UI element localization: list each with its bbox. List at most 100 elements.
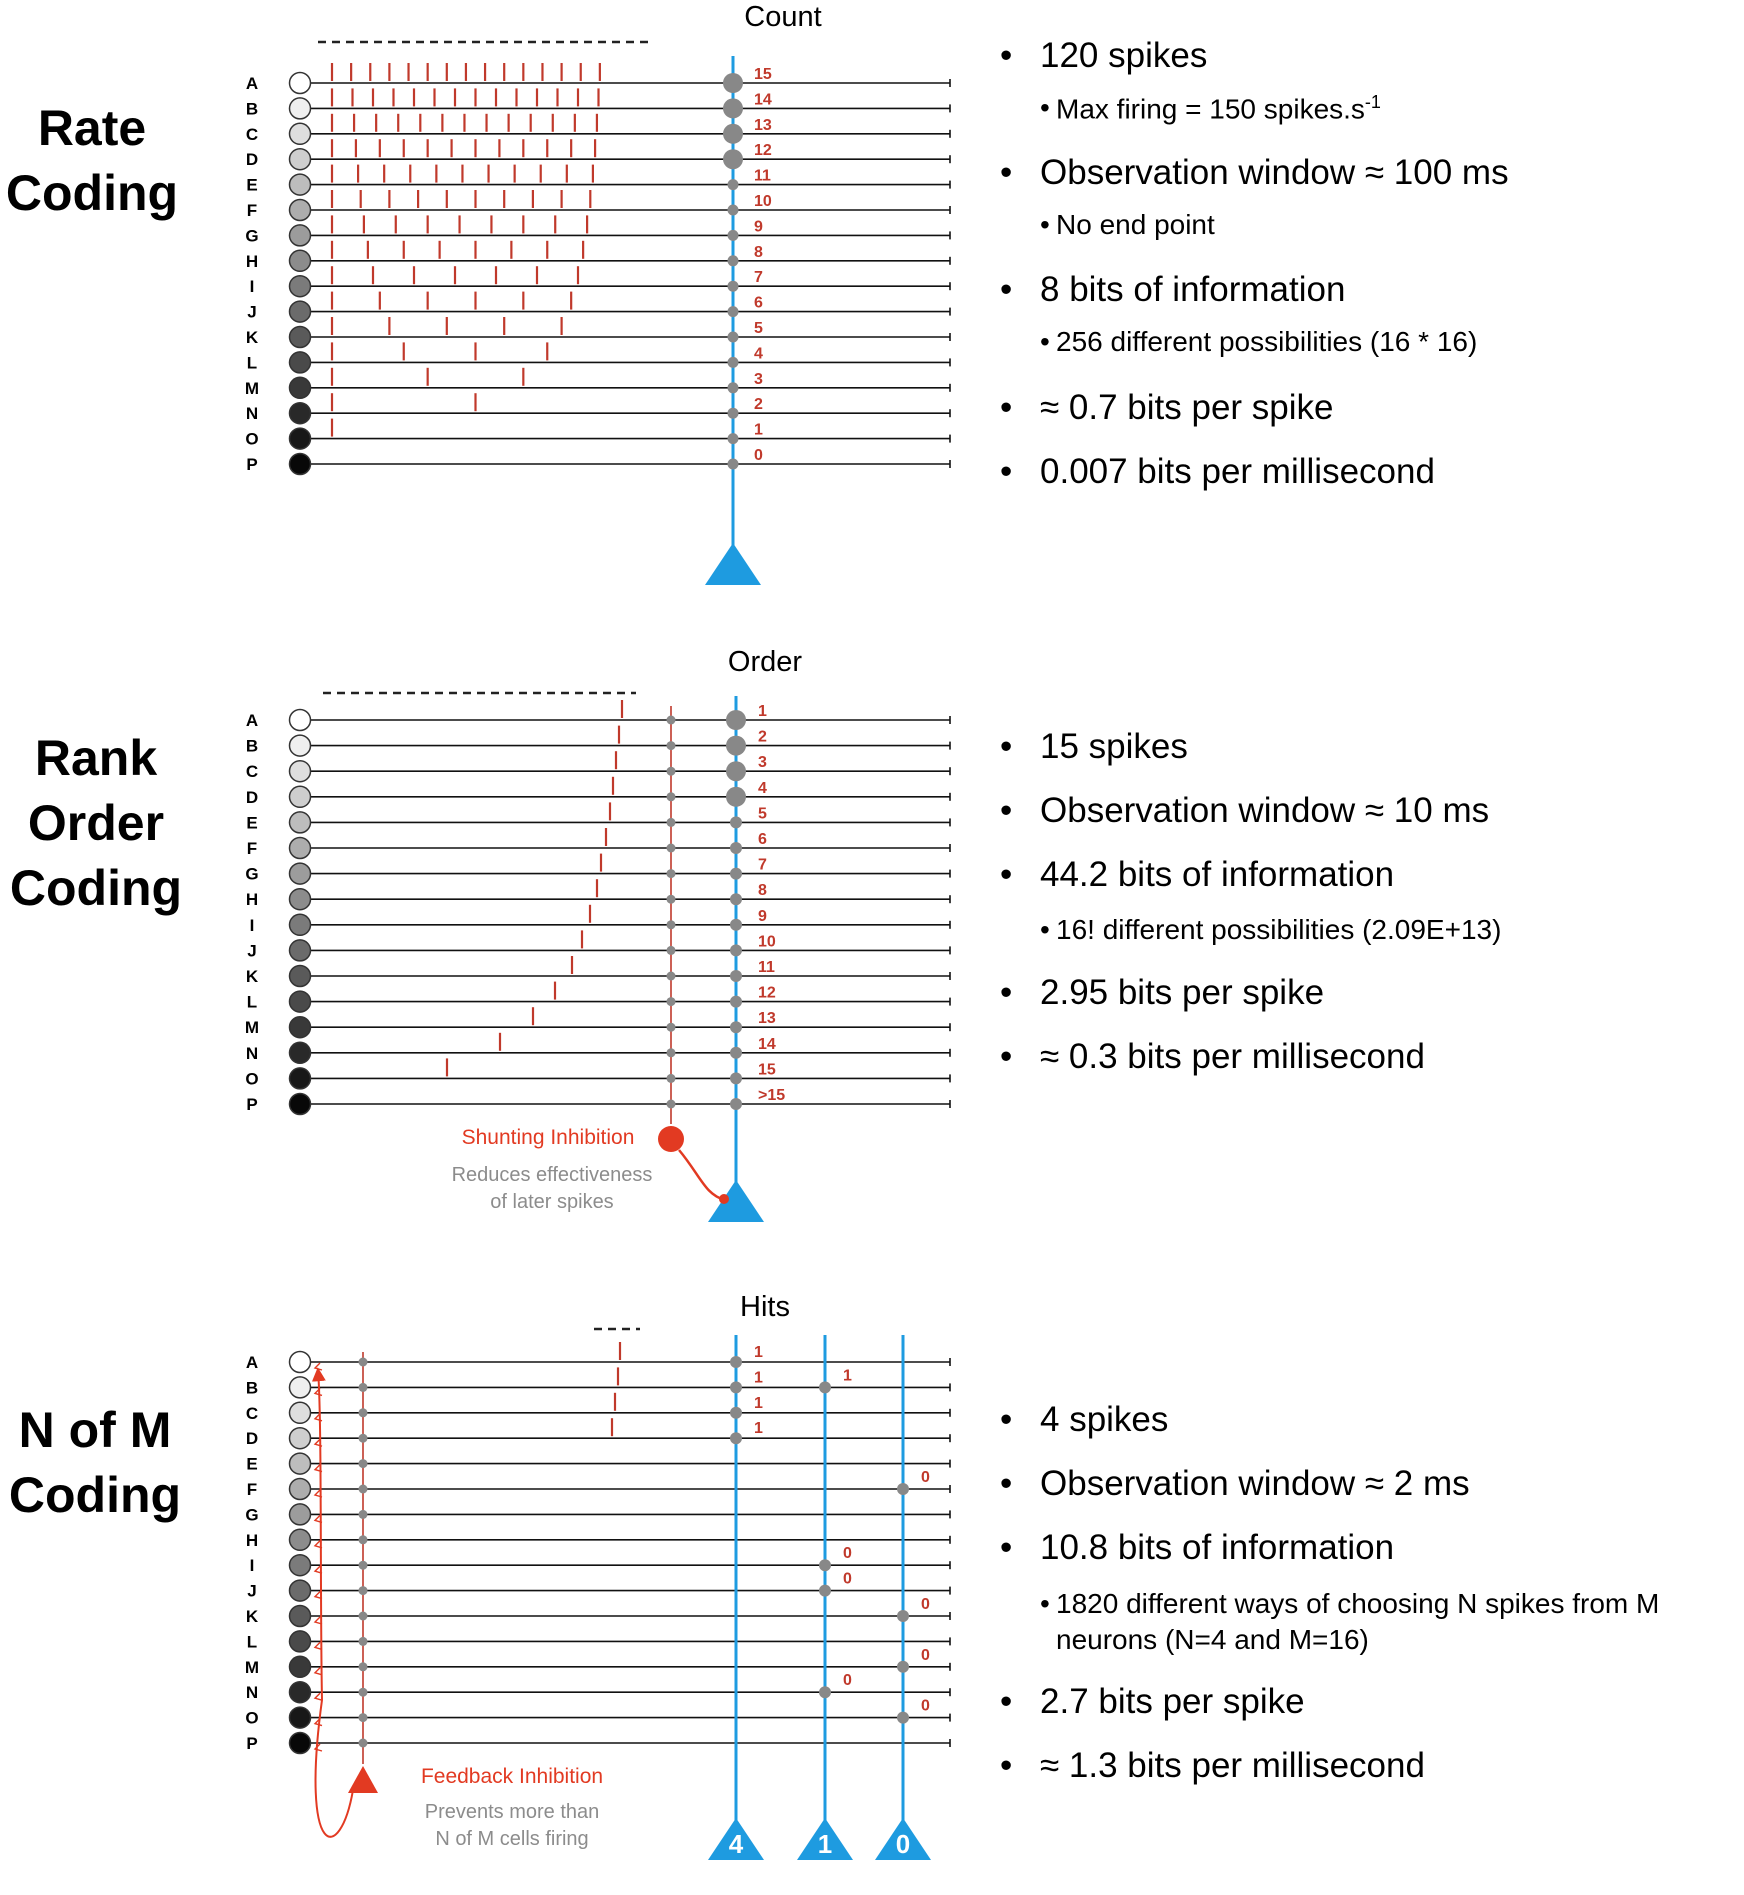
input-neuron <box>288 887 312 911</box>
row-label: M <box>245 1658 259 1677</box>
bullet-dot: • <box>1040 92 1050 123</box>
feedback-connection <box>311 1367 354 1838</box>
bullet-dot: • <box>1000 727 1013 766</box>
input-neuron <box>288 990 312 1013</box>
synapse <box>726 786 746 807</box>
order-label: 12 <box>758 985 776 1002</box>
rank-order-coding-section: RankOrderCodingOrderABCDEFGHIJKLMNOP1234… <box>10 646 951 1222</box>
synapse <box>727 204 739 216</box>
synapse <box>730 1406 742 1419</box>
synapse <box>723 149 743 170</box>
row-label: O <box>245 430 258 449</box>
superscript: -1 <box>1364 92 1381 112</box>
synapse <box>723 73 743 93</box>
input-neuron <box>288 71 312 95</box>
synapse <box>727 433 739 445</box>
feedback-arrowhead <box>313 1718 323 1727</box>
section-title: Rate <box>38 100 146 156</box>
input-neuron <box>288 836 312 860</box>
section-title: Coding <box>10 860 182 916</box>
rate-coding-section: RateCodingCountABCDEFGHIJKLMNOP151413121… <box>6 1 951 585</box>
synapse <box>819 1584 831 1597</box>
hit-label: 0 <box>921 1698 930 1715</box>
inhibition-connection <box>678 1149 726 1202</box>
input-neuron <box>288 862 312 885</box>
row-label: P <box>246 1095 257 1114</box>
input-neuron <box>288 811 312 834</box>
input-neuron <box>288 1630 312 1653</box>
hit-label: 0 <box>921 1596 930 1613</box>
synapse <box>730 1046 742 1059</box>
synapse <box>730 842 742 854</box>
bullet-text: ≈ 0.3 bits per millisecond <box>1040 1037 1425 1076</box>
bullet-dot: • <box>1040 1588 1050 1619</box>
row-label: N <box>246 1683 258 1702</box>
input-neuron <box>288 1528 312 1552</box>
feedback-arrowhead <box>313 1616 323 1625</box>
feedback-arrowhead <box>313 1387 323 1397</box>
synapse <box>727 356 739 368</box>
feedback-arrowhead <box>313 1743 323 1752</box>
inhibitory-synapse <box>358 1662 368 1672</box>
section-title: Rank <box>35 730 157 786</box>
synapse <box>897 1610 909 1622</box>
input-neuron <box>288 1680 312 1704</box>
order-label: 15 <box>758 1061 776 1078</box>
inhibitory-synapse <box>666 843 676 853</box>
input-neuron <box>288 1067 312 1090</box>
order-label: 14 <box>758 1036 776 1053</box>
row-label: I <box>250 277 255 296</box>
input-neuron <box>288 300 312 323</box>
synapse <box>727 458 739 470</box>
synapse <box>726 735 746 756</box>
section-title: N of M <box>19 1402 172 1458</box>
feedback-arrowhead <box>313 1667 323 1676</box>
row-label: B <box>246 737 258 756</box>
order-label: 9 <box>758 908 767 925</box>
order-label: 6 <box>758 831 767 848</box>
spike-count-label: 14 <box>754 91 772 108</box>
synapse <box>727 331 739 343</box>
inhibitory-synapse <box>666 766 676 776</box>
spike-count-label: 0 <box>754 447 763 464</box>
feedback-inhibition-label: Feedback Inhibition <box>421 1765 603 1788</box>
bullet-text: No end point <box>1056 209 1215 240</box>
hit-label: 0 <box>843 1571 852 1588</box>
inhibitory-synapse <box>358 1535 368 1545</box>
row-label: P <box>246 455 257 474</box>
synapse <box>730 918 742 931</box>
bullet-text: 44.2 bits of information <box>1040 855 1395 894</box>
synapse <box>730 1021 742 1034</box>
spike-count-label: 15 <box>754 66 772 83</box>
feedback-arrowhead <box>313 1413 323 1422</box>
input-neuron <box>288 427 312 450</box>
inhibitory-synapse <box>358 1611 368 1621</box>
inhibitory-synapse <box>666 1048 676 1058</box>
input-neuron <box>288 939 312 962</box>
input-neuron <box>288 1041 312 1065</box>
synapse <box>727 407 739 419</box>
bullet-dot: • <box>1000 1400 1013 1439</box>
order-label: 8 <box>758 882 767 899</box>
bullet-text: Observation window ≈ 100 ms <box>1040 153 1509 192</box>
spike-count-label: 1 <box>754 422 763 439</box>
synapse <box>727 229 739 241</box>
inhibitory-synapse <box>358 1459 368 1469</box>
inhibitory-synapse <box>666 945 676 955</box>
inhibitory-synapse <box>358 1382 368 1392</box>
column-header: Count <box>744 1 821 33</box>
synapse <box>730 1098 742 1110</box>
feedback-arrowhead <box>313 1641 323 1651</box>
bullet-dot: • <box>1000 1037 1013 1076</box>
hit-label: 1 <box>754 1420 763 1437</box>
row-label: D <box>246 1429 258 1448</box>
synapse <box>727 179 739 191</box>
output-neuron-soma <box>708 1818 764 1860</box>
input-neuron <box>288 913 312 937</box>
feedback-inhibition-neuron <box>348 1766 378 1793</box>
output-neuron-value: 0 <box>896 1829 910 1859</box>
feedback-arrowhead <box>313 1692 323 1701</box>
row-label: C <box>246 125 258 144</box>
input-neuron <box>288 97 312 120</box>
